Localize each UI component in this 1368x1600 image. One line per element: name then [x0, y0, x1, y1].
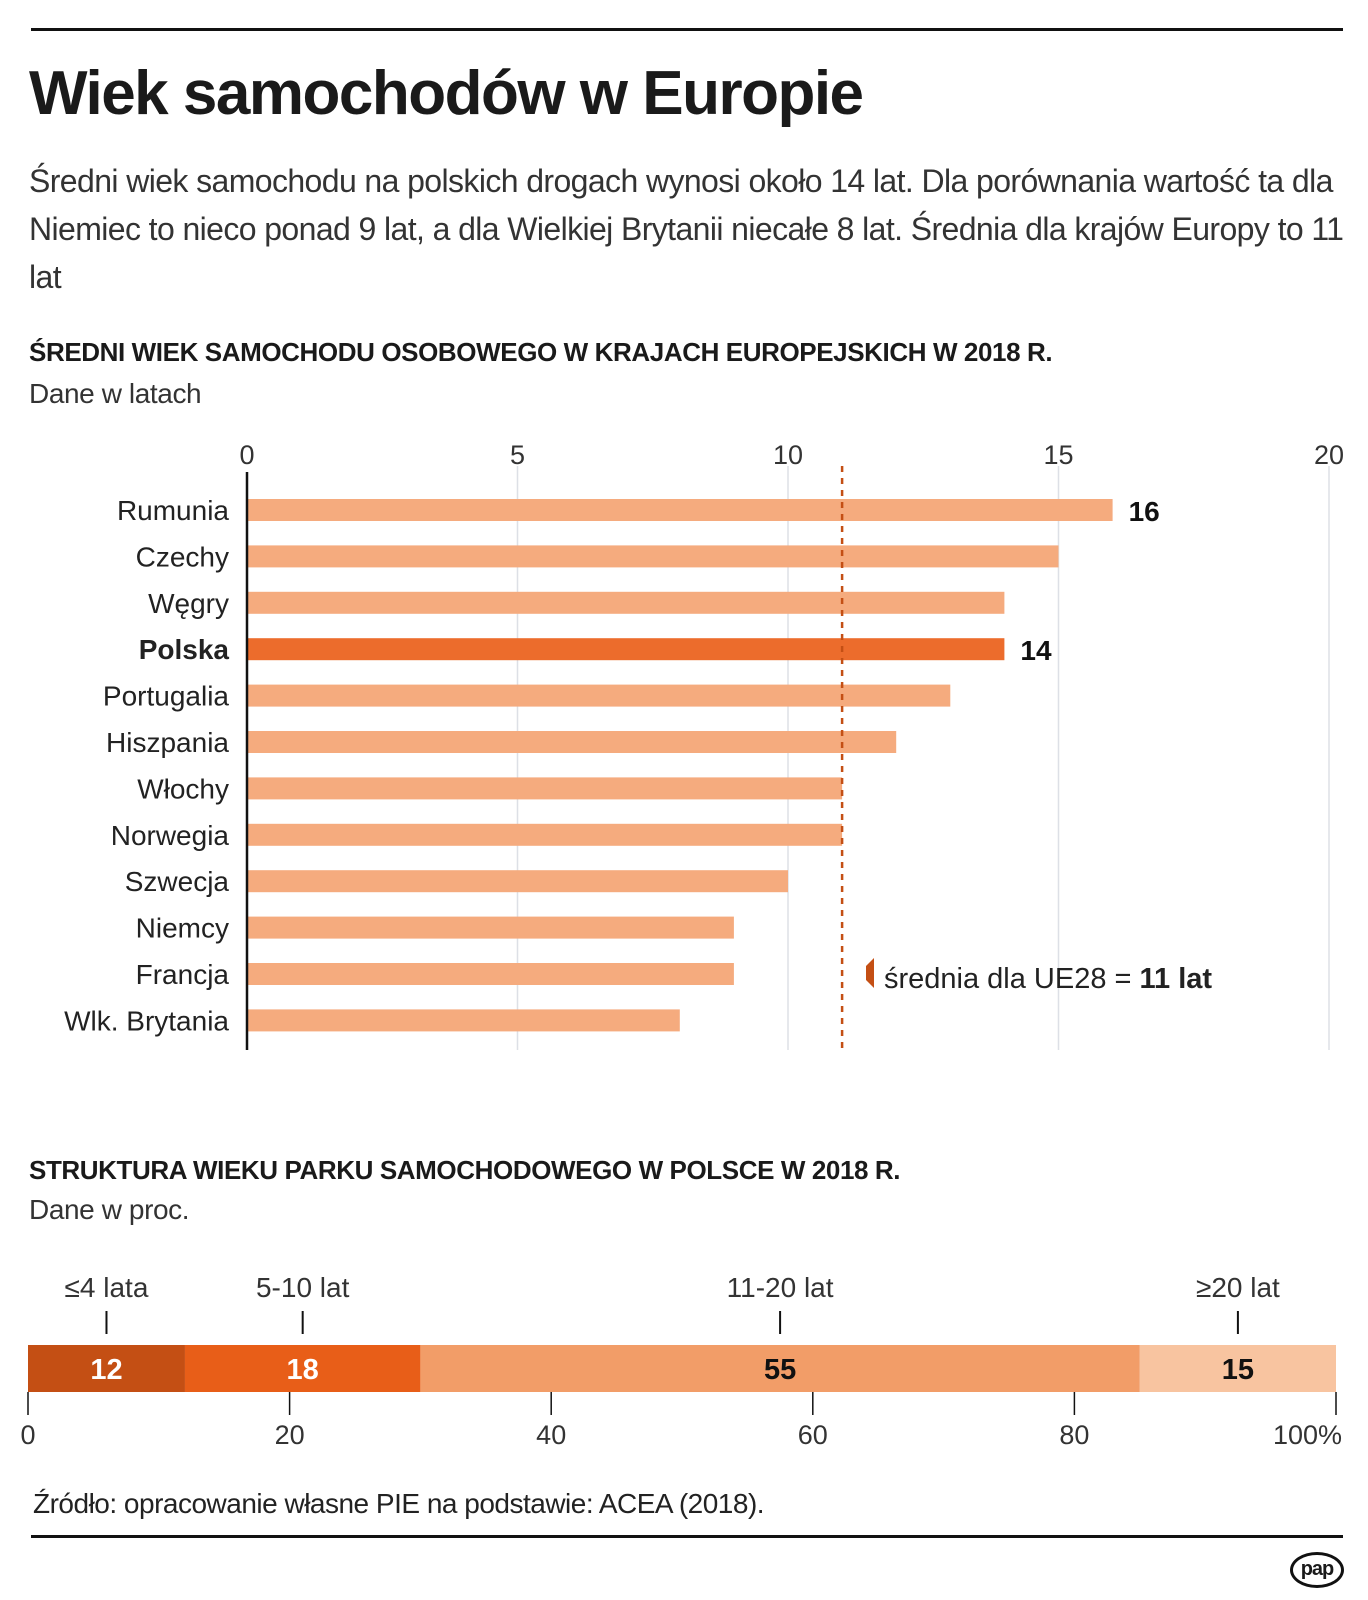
category-label: Portugalia	[103, 681, 230, 712]
bar-portugalia	[247, 684, 951, 707]
bar-polska	[247, 638, 1005, 661]
category-label: Hiszpania	[106, 727, 229, 758]
bar-czechy	[247, 545, 1059, 568]
x-tick-label: 60	[798, 1420, 828, 1450]
category-label: Czechy	[136, 541, 229, 572]
category-label: Wlk. Brytania	[64, 1005, 229, 1036]
chart2-title: STRUKTURA WIEKU PARKU SAMOCHODOWEGO W PO…	[29, 1155, 901, 1185]
segment-value: 18	[287, 1354, 319, 1386]
segment-2	[420, 1345, 1140, 1392]
x-tick-label: 10	[773, 440, 803, 470]
category-label: ≥20 lat	[1196, 1272, 1280, 1303]
category-label: Włochy	[137, 773, 229, 804]
triangle-left-icon	[866, 958, 874, 988]
bar-węgry	[247, 591, 1005, 614]
bar-rumunia	[247, 499, 1113, 521]
x-tick-label: 100%	[1273, 1420, 1342, 1450]
segment-1	[184, 1345, 421, 1392]
category-label: 5-10 lat	[256, 1272, 350, 1303]
category-label: Węgry	[148, 588, 229, 619]
bar-wlk-brytania	[247, 1009, 680, 1032]
category-label: Rumunia	[117, 495, 229, 526]
x-tick-label: 20	[275, 1420, 305, 1450]
data-label: 14	[1020, 635, 1052, 666]
bar-szwecja	[247, 870, 788, 893]
x-tick-label: 80	[1059, 1420, 1089, 1450]
segment-3	[1139, 1345, 1336, 1392]
category-label: Niemcy	[136, 913, 229, 944]
segment-value: 55	[764, 1354, 796, 1386]
bottom-rule	[31, 1535, 1343, 1538]
data-label: 16	[1129, 496, 1160, 527]
reference-label: średnia dla UE28 = 11 lat	[884, 963, 1212, 995]
category-label: Francja	[136, 959, 230, 990]
bar-niemcy	[247, 916, 734, 939]
category-label: Norwegia	[111, 820, 230, 851]
category-label: 11-20 lat	[727, 1272, 834, 1303]
chart2-unit: Dane w proc.	[29, 1194, 190, 1225]
category-label: ≤4 lata	[65, 1272, 149, 1303]
pap-logo: pap	[1290, 1552, 1344, 1588]
segment-0	[28, 1345, 185, 1392]
category-label: Szwecja	[125, 866, 230, 897]
page-title: Wiek samochodów w Europie	[29, 59, 864, 128]
pap-logo-text: pap	[1300, 1558, 1335, 1580]
subtitle: Średni wiek samochodu na polskich drogac…	[29, 163, 1344, 295]
segment-value: 15	[1222, 1354, 1254, 1386]
top-rule	[31, 28, 1343, 31]
bar-hiszpania	[247, 731, 897, 753]
source-note: Źródło: opracowanie własne PIE na podsta…	[33, 1488, 765, 1519]
x-tick-label: 20	[1314, 440, 1344, 470]
reference-label-value: 11 lat	[1140, 963, 1213, 995]
x-tick-label: 5	[510, 440, 525, 470]
bar-francja	[247, 963, 734, 985]
x-tick-label: 0	[20, 1420, 35, 1450]
reference-label-prefix: średnia dla UE28 =	[884, 963, 1140, 995]
bar-norwegia	[247, 823, 843, 846]
segment-value: 12	[90, 1354, 122, 1386]
bar-włochy	[247, 777, 843, 800]
category-label: Polska	[139, 634, 230, 665]
x-tick-label: 0	[239, 440, 254, 470]
x-tick-label: 15	[1043, 440, 1073, 470]
chart1-unit: Dane w latach	[29, 378, 202, 409]
chart1-title: ŚREDNI WIEK SAMOCHODU OSOBOWEGO W KRAJAC…	[29, 337, 1053, 367]
x-tick-label: 40	[536, 1420, 566, 1450]
